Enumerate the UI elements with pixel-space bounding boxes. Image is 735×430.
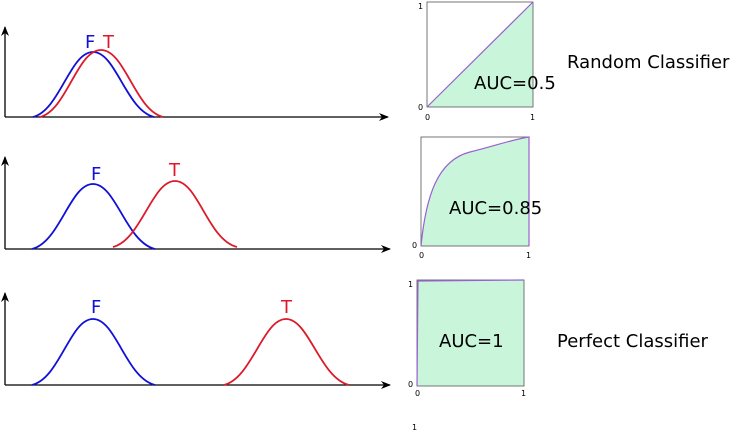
positive-distribution-curve (39, 49, 164, 118)
auc-area (417, 280, 524, 386)
positive-distribution-curve (112, 180, 238, 248)
x-tick-max: 1 (530, 113, 535, 122)
x-tick-min: 0 (425, 113, 430, 122)
distribution-plot-row3: F T (0, 292, 391, 389)
positive-label: T (102, 32, 115, 53)
y-tick-max: 1 (418, 2, 423, 11)
distribution-plot-row1: F T (0, 26, 389, 121)
x-tick-min: 0 (415, 389, 420, 398)
negative-distribution-curve (31, 318, 156, 386)
negative-distribution-curve (32, 51, 155, 118)
auc-label: AUC=1 (439, 331, 504, 352)
negative-label: F (85, 32, 95, 53)
auc-label: AUC=0.85 (449, 198, 542, 219)
classifier-name: Random Classifier (567, 52, 730, 73)
stray-tick-label: 1 (412, 423, 417, 430)
roc-curve (416, 279, 525, 387)
x-tick-max: 1 (521, 389, 526, 398)
y-tick-min: 0 (408, 380, 413, 389)
y-tick-min: 0 (418, 103, 423, 112)
roc-plot-row2: 0 0 1 AUC=0.85 (412, 136, 542, 260)
y-tick-min: 0 (412, 241, 417, 250)
positive-distribution-curve (223, 318, 350, 386)
x-tick-min: 0 (419, 251, 424, 260)
roc-curve (426, 1, 534, 108)
classifier-name: Perfect Classifier (557, 331, 709, 352)
roc-plot-row1: 1 0 0 1 AUC=0.5 (418, 1, 556, 122)
positive-label: T (280, 297, 293, 318)
auc-area (421, 137, 529, 246)
negative-distribution-curve (31, 183, 156, 250)
x-tick-max: 1 (526, 251, 531, 260)
y-tick-max: 1 (408, 280, 413, 289)
auc-label: AUC=0.5 (474, 73, 556, 94)
roc-curve (420, 136, 530, 247)
positive-label: T (168, 160, 181, 181)
negative-label: F (91, 164, 101, 185)
roc-frame (426, 1, 534, 108)
roc-plot-row3: 1 0 0 1 AUC=1 (408, 279, 526, 398)
negative-label: F (91, 297, 101, 318)
distribution-plot-row2: F T (0, 156, 391, 253)
